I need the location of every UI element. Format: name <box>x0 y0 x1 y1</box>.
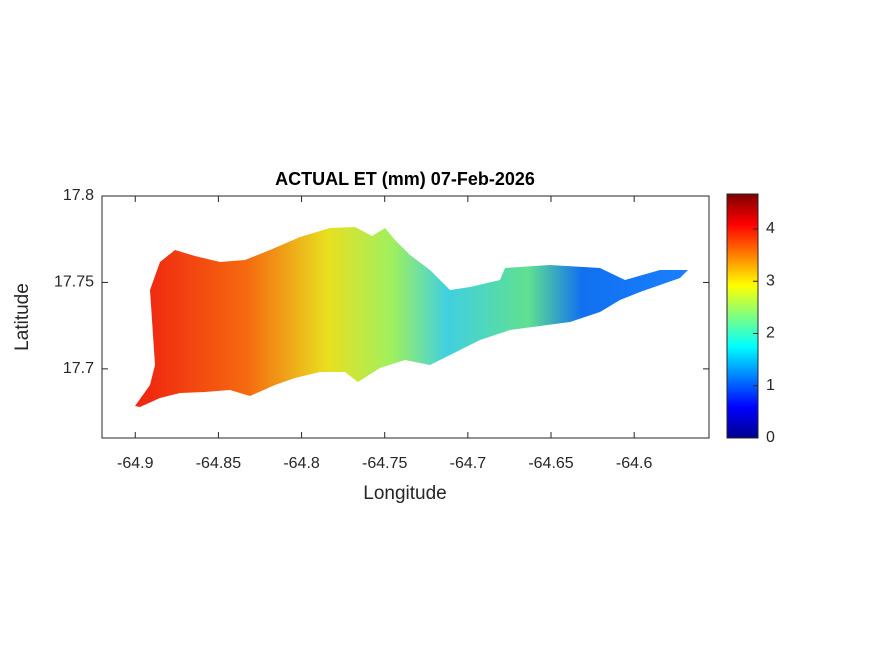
y-tick-label: 17.7 <box>63 360 94 377</box>
x-tick-label: -64.8 <box>283 455 320 472</box>
x-tick-label: -64.7 <box>450 455 487 472</box>
colorbar <box>726 193 759 439</box>
y-axis-label: Latitude <box>12 283 33 351</box>
chart-title: ACTUAL ET (mm) 07-Feb-2026 <box>275 169 535 189</box>
island-field <box>135 227 688 407</box>
colorbar-tick-label: 1 <box>766 377 775 394</box>
x-tick-label: -64.65 <box>528 455 573 472</box>
x-tick-label: -64.9 <box>117 455 154 472</box>
y-tick-label: 17.75 <box>54 274 94 291</box>
y-tick-label: 17.8 <box>63 187 94 204</box>
x-tick-label: -64.85 <box>196 455 241 472</box>
x-tick-label: -64.6 <box>616 455 653 472</box>
colorbar-tick-label: 4 <box>766 220 775 237</box>
colorbar-tick-label: 3 <box>766 272 775 289</box>
colorbar-tick-label: 0 <box>766 429 775 446</box>
axes-box <box>101 195 710 439</box>
x-tick-label: -64.75 <box>362 455 407 472</box>
colorbar-tick-label: 2 <box>766 325 775 342</box>
x-axis-label: Longitude <box>363 483 446 504</box>
